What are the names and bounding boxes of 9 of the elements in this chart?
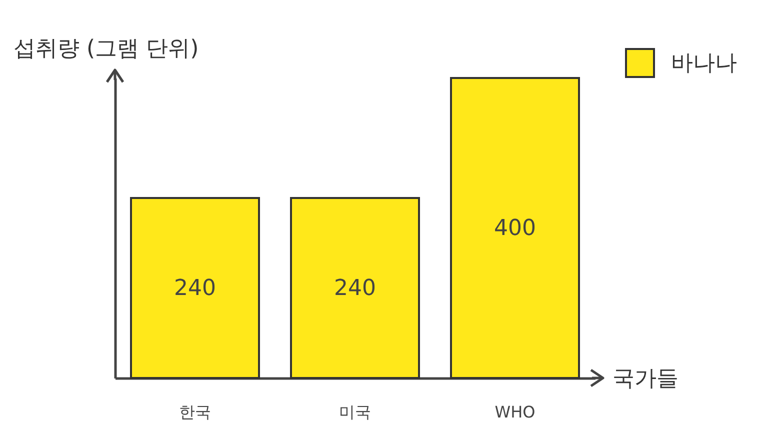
x-tick-label: WHO: [494, 402, 536, 422]
x-tick-label: 미국: [339, 402, 371, 422]
data-label: 400: [494, 216, 536, 241]
legend-label: 바나나: [671, 51, 737, 76]
data-label: 240: [174, 276, 216, 301]
data-label: 240: [334, 276, 376, 301]
x-axis-title: 국가들: [612, 366, 678, 392]
y-axis-title: 섭취량 (그램 단위): [14, 36, 199, 62]
x-tick-label: 한국: [179, 402, 211, 422]
